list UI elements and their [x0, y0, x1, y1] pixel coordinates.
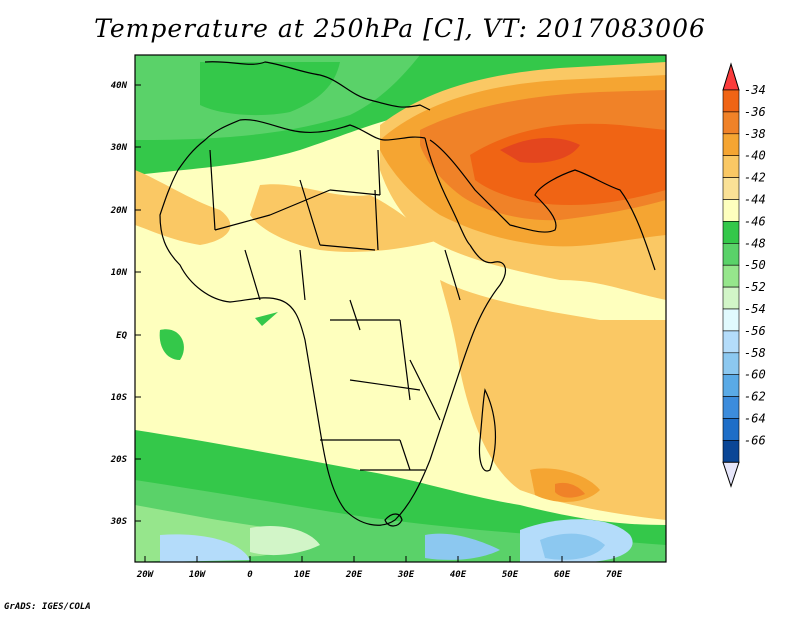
- longitude-axis: 20W 10W 0 10E 20E 30E 40E 50E 60E 70E: [136, 556, 623, 580]
- colorbar-segment: [722, 330, 740, 354]
- coastlines: [159, 61, 656, 527]
- colorbar-label: -48: [744, 236, 766, 250]
- colorbar-label: -60: [744, 368, 766, 382]
- colorbar-label: -64: [744, 412, 766, 426]
- lon-label: 30E: [397, 570, 415, 580]
- chart-title: Temperature at 250hPa [C], VT: 201708300…: [94, 14, 706, 43]
- colorbar-label: -38: [744, 127, 766, 141]
- colorbar-segment: [722, 308, 740, 332]
- lat-label: 20S: [110, 455, 128, 465]
- colorbar-segment: [722, 243, 740, 266]
- lon-label: 50E: [502, 570, 519, 580]
- temperature-field: [135, 55, 666, 562]
- lon-label: 60E: [554, 570, 571, 580]
- colorbar-segment: [722, 111, 740, 135]
- colorbar-segment: [722, 89, 740, 113]
- lon-label: 70E: [606, 570, 623, 580]
- colorbar-segment: [722, 374, 740, 397]
- colorbar-segment: [722, 264, 740, 288]
- lat-label: 40N: [111, 81, 128, 91]
- colorbar-segment: [722, 396, 740, 419]
- colorbar-segment: [722, 133, 740, 157]
- colorbar-label: -52: [744, 280, 766, 294]
- colorbar-label: -46: [744, 214, 766, 228]
- lon-label: 10E: [294, 570, 311, 580]
- latitude-axis: 40N 30N 20N 10N EQ 10S 20S 30S: [110, 81, 141, 527]
- colorbar-bottom-arrow: [722, 461, 740, 488]
- lat-label: 10S: [111, 393, 128, 403]
- colorbar-label: -66: [744, 433, 766, 447]
- colorbar-segment: [722, 418, 740, 441]
- lat-label: 10N: [111, 268, 128, 278]
- plot-frame: [134, 54, 667, 563]
- lon-label: 0: [247, 570, 253, 580]
- footer-credit: GrADS: IGES/COLA: [4, 602, 91, 612]
- colorbar-segment: [722, 221, 740, 244]
- colorbar-segment: [722, 199, 740, 222]
- lat-label: 20N: [110, 206, 128, 216]
- lat-label: 30S: [110, 517, 128, 527]
- lon-label: 20E: [345, 570, 363, 580]
- lat-label: 30N: [110, 143, 128, 153]
- lon-label: 20W: [136, 570, 155, 580]
- colorbar-segment: [722, 286, 740, 310]
- colorbar-segment: [722, 352, 740, 375]
- lon-label: 10W: [189, 570, 207, 580]
- colorbar: -34 -36 -38 -40 -42 -44 -46 -48 -50 -52 -54 -56 -58 -…: [722, 62, 766, 488]
- lat-label: EQ: [116, 331, 127, 341]
- colorbar-label: -42: [744, 171, 766, 185]
- colorbar-segment: [722, 155, 740, 178]
- colorbar-label: -40: [744, 149, 766, 163]
- colorbar-label: -54: [744, 302, 766, 316]
- colorbar-label: -44: [744, 193, 766, 207]
- colorbar-segment: [722, 177, 740, 200]
- colorbar-label: -36: [744, 105, 766, 119]
- colorbar-label: -62: [744, 390, 766, 404]
- lon-label: 40E: [450, 570, 467, 580]
- colorbar-label: -34: [744, 83, 766, 97]
- colorbar-label: -58: [744, 346, 766, 360]
- colorbar-top-arrow: [722, 62, 740, 91]
- colorbar-segment: [722, 440, 740, 463]
- colorbar-label: -50: [744, 258, 766, 272]
- colorbar-label: -56: [744, 324, 766, 338]
